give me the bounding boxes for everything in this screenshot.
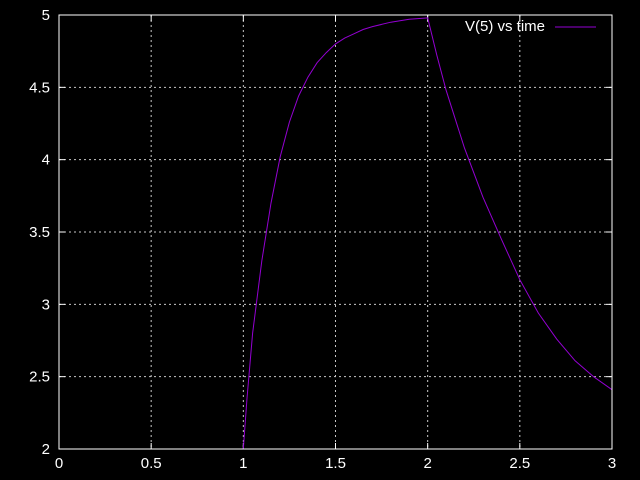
x-tick-label: 2.5 (509, 455, 530, 472)
y-tick-label: 3 (42, 296, 50, 313)
y-tick-label: 3.5 (29, 224, 50, 241)
legend-label: V(5) vs time (465, 18, 545, 35)
x-tick-label: 1 (239, 455, 247, 472)
y-tick-label: 5 (42, 7, 50, 24)
plot-frame (58, 14, 613, 450)
tick-labels: 0 0.5 1 1.5 2 2.5 3 2 2.5 3 3.5 4 4.5 5 (29, 7, 616, 472)
x-tick-label: 1.5 (325, 455, 346, 472)
series-line (242, 17, 613, 450)
grid-lines (59, 15, 612, 449)
y-tick-label: 4.5 (29, 79, 50, 96)
x-tick-label: 0.5 (141, 455, 162, 472)
y-tick-label: 2.5 (29, 369, 50, 386)
x-tick-label: 3 (608, 455, 616, 472)
x-tick-label: 2 (423, 455, 431, 472)
x-tick-label: 0 (55, 455, 63, 472)
y-tick-label: 4 (42, 152, 50, 169)
legend: V(5) vs time (465, 18, 596, 35)
series-layer (242, 17, 613, 450)
y-tick-label: 2 (42, 441, 50, 458)
